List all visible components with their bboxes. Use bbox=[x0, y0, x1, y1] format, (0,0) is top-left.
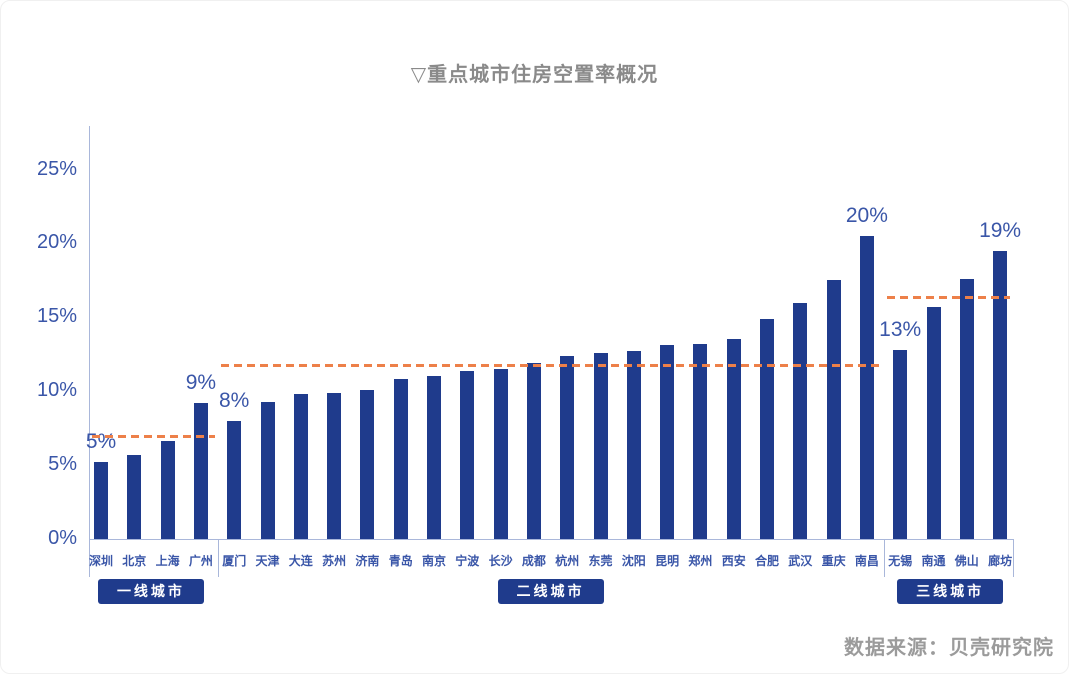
x-tick-label: 杭州 bbox=[555, 554, 580, 568]
x-tick-label: 济南 bbox=[355, 554, 380, 568]
bar-value-label: 8% bbox=[219, 388, 250, 412]
x-tick-label: 成都 bbox=[521, 554, 546, 568]
bar bbox=[626, 351, 641, 539]
tier-badge: 一线城市 bbox=[97, 579, 204, 604]
x-tick-label: 南京 bbox=[421, 554, 446, 568]
bar bbox=[993, 250, 1008, 539]
bar bbox=[393, 379, 408, 539]
x-tick-label: 南昌 bbox=[854, 554, 879, 568]
x-tick-label: 厦门 bbox=[222, 554, 247, 568]
x-tick-label: 长沙 bbox=[488, 554, 513, 568]
x-tick-label: 武汉 bbox=[788, 554, 813, 568]
bar bbox=[493, 369, 508, 539]
bar-value-label: 9% bbox=[185, 371, 217, 395]
data-source: 数据来源：贝壳研究院 bbox=[844, 637, 1054, 659]
bar bbox=[926, 306, 941, 539]
x-tick-label: 苏州 bbox=[322, 554, 347, 568]
bar bbox=[560, 355, 575, 539]
tier-average-line bbox=[92, 434, 215, 438]
tier-average-line bbox=[220, 363, 881, 367]
x-tick-label: 合肥 bbox=[754, 554, 779, 568]
x-tick-label: 大连 bbox=[288, 554, 313, 568]
group-separator bbox=[217, 539, 219, 577]
bar bbox=[227, 420, 242, 539]
bar bbox=[793, 302, 808, 539]
bar bbox=[193, 403, 208, 539]
x-tick-label: 上海 bbox=[155, 554, 180, 568]
y-tick-label: 25% bbox=[36, 157, 77, 180]
x-tick-label: 北京 bbox=[122, 554, 147, 568]
group-separator bbox=[883, 539, 885, 577]
tier-average-line bbox=[886, 295, 1010, 299]
y-tick-label: 20% bbox=[36, 231, 77, 254]
tier-badge: 三线城市 bbox=[897, 579, 1004, 604]
x-tick-label: 佛山 bbox=[954, 554, 979, 568]
bar bbox=[660, 345, 675, 539]
x-tick-label: 南通 bbox=[921, 554, 946, 568]
bar bbox=[293, 394, 308, 539]
bar bbox=[327, 392, 342, 539]
bar bbox=[959, 278, 974, 539]
bar-value-label: 20% bbox=[845, 204, 888, 227]
bar bbox=[127, 454, 142, 539]
tier-badge: 二线城市 bbox=[497, 579, 604, 604]
chart-title: ▽重点城市住房空置率概况 bbox=[410, 64, 659, 86]
bar bbox=[593, 352, 608, 539]
x-tick-label: 东莞 bbox=[588, 554, 613, 568]
x-tick-label: 西安 bbox=[721, 554, 746, 568]
y-tick-label: 5% bbox=[48, 453, 77, 476]
bar bbox=[160, 441, 175, 539]
x-axis-line bbox=[89, 539, 1013, 540]
bar-value-label: 19% bbox=[979, 218, 1022, 242]
x-tick-label: 郑州 bbox=[688, 554, 713, 568]
bar bbox=[726, 339, 741, 539]
x-tick-label: 无锡 bbox=[888, 554, 913, 568]
y-tick-label: 10% bbox=[36, 379, 77, 402]
bar bbox=[859, 236, 874, 539]
bar bbox=[526, 363, 541, 539]
bar bbox=[94, 462, 108, 539]
bar bbox=[826, 280, 841, 539]
bar bbox=[427, 376, 441, 539]
x-tick-label: 深圳 bbox=[88, 554, 113, 568]
x-tick-label: 重庆 bbox=[821, 554, 846, 568]
x-tick-label: 廊坊 bbox=[988, 554, 1013, 568]
x-tick-label: 广州 bbox=[188, 554, 213, 568]
bar bbox=[460, 370, 475, 539]
bar-value-label: 13% bbox=[879, 317, 922, 341]
bar bbox=[693, 343, 708, 539]
y-tick-label: 15% bbox=[36, 305, 77, 328]
bar bbox=[260, 401, 275, 539]
x-tick-label: 青岛 bbox=[388, 554, 413, 568]
y-tick-label: 0% bbox=[48, 527, 77, 549]
bar bbox=[360, 389, 375, 539]
x-tick-label: 沈阳 bbox=[621, 554, 646, 568]
bar bbox=[893, 349, 908, 539]
bar bbox=[760, 318, 774, 539]
y-axis-line bbox=[89, 126, 90, 577]
x-tick-label: 昆明 bbox=[655, 554, 680, 568]
group-separator bbox=[1013, 539, 1014, 577]
x-tick-label: 宁波 bbox=[455, 554, 480, 568]
x-tick-label: 天津 bbox=[255, 554, 280, 568]
